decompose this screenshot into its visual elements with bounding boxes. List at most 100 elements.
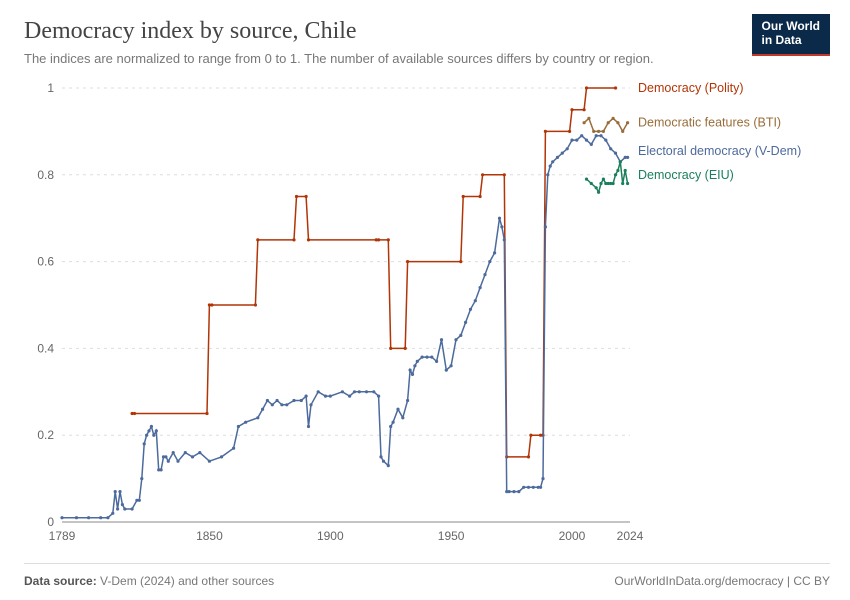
marker-polity — [406, 260, 409, 263]
marker-bti — [583, 121, 586, 124]
marker-vdem — [317, 390, 320, 393]
marker-bti — [626, 121, 629, 124]
marker-vdem — [256, 416, 259, 419]
marker-polity — [614, 86, 617, 89]
marker-bti — [587, 117, 590, 120]
marker-polity — [210, 303, 213, 306]
marker-vdem — [116, 507, 119, 510]
marker-vdem — [123, 507, 126, 510]
series-label-eiu: Democracy (EIU) — [638, 168, 734, 182]
series-line-vdem — [62, 136, 628, 518]
marker-vdem — [626, 156, 629, 159]
series-label-vdem: Electoral democracy (V-Dem) — [638, 144, 801, 158]
marker-vdem — [75, 516, 78, 519]
x-tick-label: 2000 — [559, 529, 586, 543]
marker-vdem — [450, 364, 453, 367]
marker-vdem — [549, 165, 552, 168]
marker-bti — [612, 117, 615, 120]
marker-polity — [568, 130, 571, 133]
marker-vdem — [539, 486, 542, 489]
marker-polity — [585, 86, 588, 89]
marker-polity — [256, 238, 259, 241]
marker-polity — [529, 434, 532, 437]
marker-vdem — [382, 460, 385, 463]
marker-vdem — [416, 360, 419, 363]
marker-polity — [305, 195, 308, 198]
marker-eiu — [614, 173, 617, 176]
marker-bti — [597, 130, 600, 133]
marker-vdem — [261, 408, 264, 411]
marker-vdem — [585, 139, 588, 142]
marker-vdem — [604, 139, 607, 142]
marker-vdem — [556, 156, 559, 159]
marker-vdem — [167, 460, 170, 463]
marker-vdem — [176, 460, 179, 463]
x-tick-label: 1900 — [317, 529, 344, 543]
marker-vdem — [309, 403, 312, 406]
marker-bti — [621, 130, 624, 133]
marker-vdem — [341, 390, 344, 393]
marker-vdem — [271, 403, 274, 406]
marker-vdem — [396, 408, 399, 411]
marker-vdem — [60, 516, 63, 519]
marker-eiu — [595, 186, 598, 189]
series-line-bti — [584, 118, 628, 131]
marker-vdem — [522, 486, 525, 489]
marker-vdem — [140, 477, 143, 480]
page-subtitle: The indices are normalized to range from… — [24, 51, 826, 66]
marker-vdem — [387, 464, 390, 467]
marker-eiu — [616, 169, 619, 172]
marker-vdem — [421, 356, 424, 359]
marker-polity — [377, 238, 380, 241]
marker-polity — [404, 347, 407, 350]
series-line-eiu — [587, 162, 628, 192]
marker-bti — [602, 130, 605, 133]
marker-polity — [292, 238, 295, 241]
marker-polity — [583, 108, 586, 111]
marker-bti — [592, 130, 595, 133]
marker-eiu — [585, 178, 588, 181]
footer-right: OurWorldInData.org/democracy | CC BY — [614, 574, 830, 588]
marker-vdem — [566, 147, 569, 150]
marker-vdem — [527, 486, 530, 489]
marker-vdem — [155, 429, 158, 432]
marker-vdem — [445, 369, 448, 372]
marker-vdem — [145, 434, 148, 437]
marker-vdem — [348, 395, 351, 398]
marker-polity — [570, 108, 573, 111]
marker-eiu — [626, 182, 629, 185]
marker-polity — [481, 173, 484, 176]
marker-vdem — [389, 425, 392, 428]
marker-vdem — [503, 238, 506, 241]
marker-vdem — [152, 434, 155, 437]
marker-vdem — [237, 425, 240, 428]
marker-vdem — [401, 416, 404, 419]
y-tick-label: 0.6 — [37, 255, 54, 269]
marker-vdem — [118, 490, 121, 493]
marker-vdem — [184, 451, 187, 454]
logo-line1: Our World — [762, 19, 820, 33]
marker-vdem — [409, 369, 412, 372]
marker-eiu — [621, 182, 624, 185]
marker-vdem — [413, 364, 416, 367]
y-tick-label: 0.8 — [37, 168, 54, 182]
chart-area: 00.20.40.60.81178918501900195020002024De… — [24, 80, 830, 550]
page-title: Democracy index by source, Chile — [24, 18, 826, 45]
marker-vdem — [469, 308, 472, 311]
marker-vdem — [595, 134, 598, 137]
footer: Data source: V-Dem (2024) and other sour… — [24, 563, 830, 588]
marker-vdem — [599, 134, 602, 137]
marker-vdem — [479, 286, 482, 289]
marker-vdem — [164, 455, 167, 458]
marker-vdem — [488, 260, 491, 263]
marker-vdem — [493, 251, 496, 254]
marker-vdem — [454, 338, 457, 341]
marker-vdem — [99, 516, 102, 519]
marker-vdem — [474, 299, 477, 302]
marker-vdem — [358, 390, 361, 393]
marker-vdem — [546, 173, 549, 176]
marker-vdem — [551, 160, 554, 163]
source-text: V-Dem (2024) and other sources — [100, 574, 274, 588]
marker-vdem — [220, 455, 223, 458]
marker-vdem — [561, 152, 564, 155]
